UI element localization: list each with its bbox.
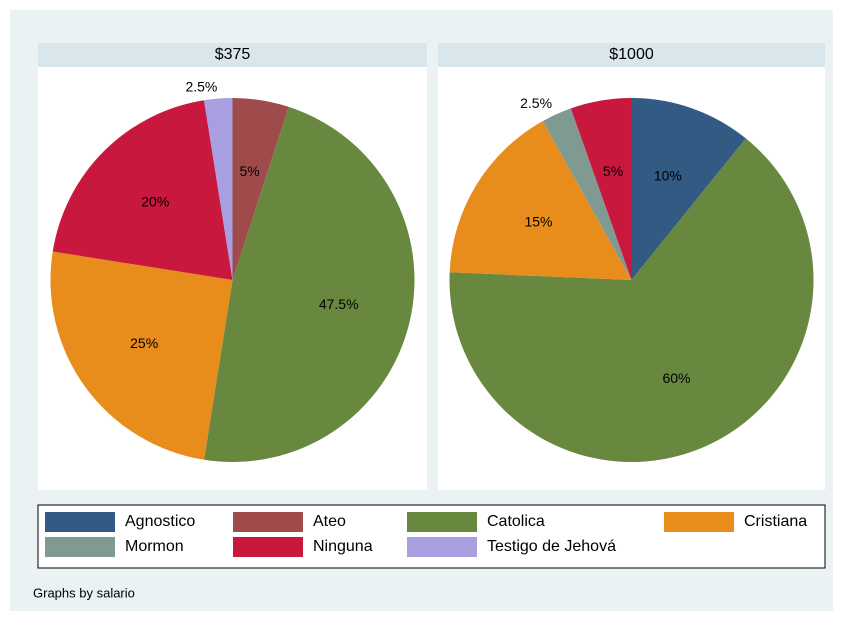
pie-slice bbox=[232, 98, 289, 280]
pie-slice bbox=[204, 98, 233, 280]
pie-slice bbox=[204, 106, 415, 463]
value-label: 25% bbox=[130, 335, 158, 351]
legend-label: Ninguna bbox=[313, 538, 373, 555]
value-label: 47.5% bbox=[319, 296, 359, 312]
panel-title: $375 bbox=[215, 46, 251, 63]
value-label: 10% bbox=[654, 168, 682, 184]
legend-swatch bbox=[407, 537, 477, 557]
pie-slice bbox=[50, 251, 233, 460]
value-label: 5% bbox=[239, 163, 259, 179]
pie-slice bbox=[570, 98, 632, 280]
value-label: 5% bbox=[603, 163, 623, 179]
pie-slice bbox=[631, 98, 746, 280]
value-label: 20% bbox=[141, 193, 169, 209]
legend-swatch bbox=[407, 512, 477, 532]
legend-swatch bbox=[45, 537, 115, 557]
legend-label: Testigo de Jehová bbox=[487, 538, 616, 555]
legend-label: Catolica bbox=[487, 513, 545, 530]
value-label: 2.5% bbox=[185, 78, 217, 94]
panel-header bbox=[438, 43, 825, 67]
legend-swatch bbox=[664, 512, 734, 532]
legend-label: Mormon bbox=[125, 538, 184, 555]
panel-header bbox=[38, 43, 427, 67]
legend-label: Ateo bbox=[313, 513, 346, 530]
value-label: 2.5% bbox=[520, 95, 552, 111]
value-label: 15% bbox=[524, 213, 552, 229]
note: Graphs by salario bbox=[33, 585, 135, 600]
legend-label: Cristiana bbox=[744, 513, 807, 530]
pie-slice bbox=[542, 108, 632, 280]
legend-label: Agnostico bbox=[125, 513, 195, 530]
legend-swatch bbox=[233, 512, 303, 532]
pie-slice bbox=[449, 138, 814, 462]
panel-title: $1000 bbox=[609, 46, 654, 63]
pie-slice bbox=[52, 100, 233, 280]
legend-swatch bbox=[233, 537, 303, 557]
legend-swatch bbox=[45, 512, 115, 532]
pie-slice bbox=[449, 121, 632, 280]
value-label: 60% bbox=[662, 370, 690, 386]
